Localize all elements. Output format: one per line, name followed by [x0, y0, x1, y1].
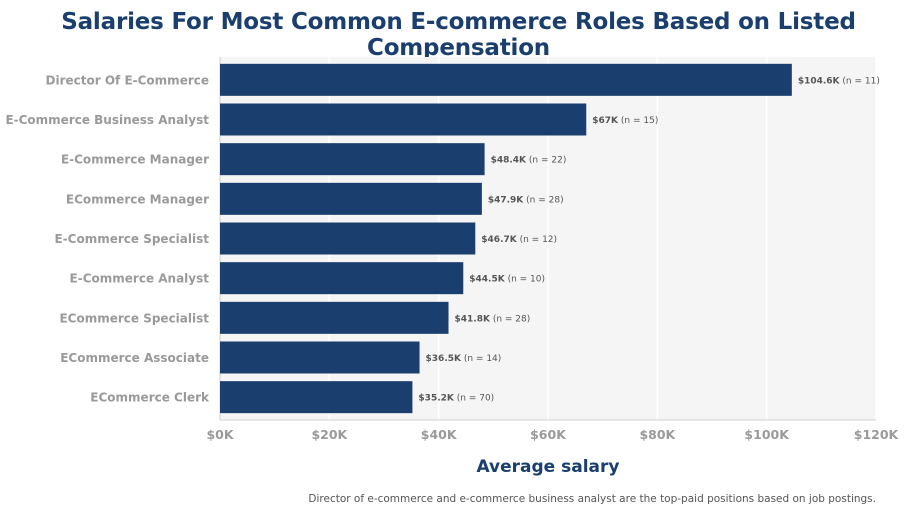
category-label: E-Commerce Manager	[61, 153, 209, 167]
x-tick-label: $0K	[206, 427, 234, 442]
data-label: $104.6K (n = 11)	[798, 76, 880, 86]
bar	[220, 182, 482, 215]
bar	[220, 222, 476, 255]
bar	[220, 63, 792, 96]
data-label: $35.2K (n = 70)	[418, 394, 494, 404]
category-label: ECommerce Associate	[60, 351, 209, 365]
x-axis-label: Average salary	[476, 457, 620, 477]
x-tick-label: $20K	[311, 427, 348, 442]
bar	[220, 143, 485, 176]
category-label: ECommerce Manager	[66, 192, 209, 206]
category-label: ECommerce Specialist	[59, 311, 209, 325]
x-tick-label: $60K	[530, 427, 567, 442]
bar	[220, 341, 420, 374]
x-tick-label: $100K	[744, 427, 790, 442]
x-tick-label: $80K	[639, 427, 676, 442]
data-label: $46.7K (n = 12)	[481, 235, 557, 245]
category-label: E-Commerce Business Analyst	[5, 113, 209, 127]
footnote: Director of e-commerce and e-commerce bu…	[308, 493, 876, 505]
x-tick-label: $120K	[854, 427, 900, 442]
category-label: Director Of E-Commerce	[46, 73, 209, 87]
x-tick-label: $40K	[421, 427, 458, 442]
data-label: $36.5K (n = 14)	[426, 354, 502, 364]
bar	[220, 381, 413, 414]
category-label: E-Commerce Analyst	[70, 272, 210, 286]
category-label: ECommerce Clerk	[90, 391, 210, 405]
bar	[220, 262, 464, 295]
data-label: $44.5K (n = 10)	[469, 275, 545, 285]
data-label: $47.9K (n = 28)	[488, 195, 564, 205]
data-label: $48.4K (n = 22)	[491, 156, 567, 166]
data-label: $67K (n = 15)	[592, 116, 658, 126]
bar	[220, 103, 587, 136]
bar	[220, 301, 449, 334]
data-label: $41.8K (n = 28)	[455, 314, 531, 324]
chart-title: Salaries For Most Common E-commerce Role…	[61, 9, 856, 61]
category-label: E-Commerce Specialist	[54, 232, 209, 246]
